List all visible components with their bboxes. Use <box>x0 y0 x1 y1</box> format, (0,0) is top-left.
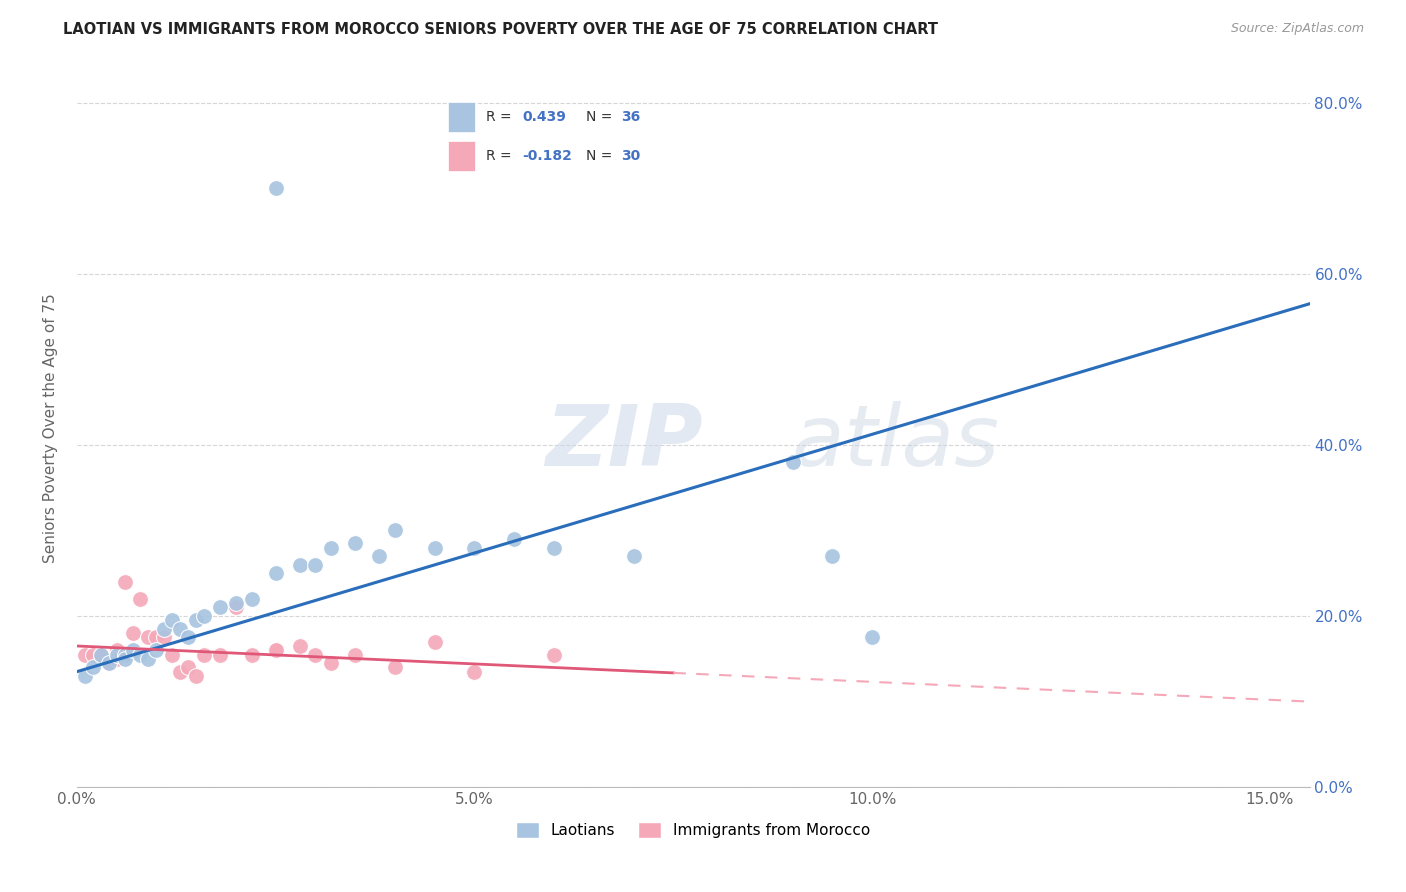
Point <box>225 600 247 615</box>
Point <box>384 660 406 674</box>
Point <box>138 631 160 645</box>
Point <box>463 541 485 555</box>
Point <box>321 541 343 555</box>
Point <box>82 648 104 662</box>
Point <box>344 536 367 550</box>
Point <box>304 648 326 662</box>
Point <box>121 643 143 657</box>
Point <box>208 600 231 615</box>
Legend: Laotians, Immigrants from Morocco: Laotians, Immigrants from Morocco <box>509 816 877 844</box>
Point <box>153 622 176 636</box>
Point <box>114 574 136 589</box>
Point <box>177 631 200 645</box>
Point <box>162 648 184 662</box>
Point <box>503 532 526 546</box>
Point <box>264 566 287 581</box>
Point <box>264 643 287 657</box>
Point <box>782 455 804 469</box>
Point <box>97 656 120 670</box>
Point <box>240 648 263 662</box>
Point <box>304 558 326 572</box>
Point <box>105 652 128 666</box>
Point <box>225 596 247 610</box>
Point <box>423 634 446 648</box>
Point <box>193 609 215 624</box>
Point <box>208 648 231 662</box>
Text: atlas: atlas <box>792 401 1000 483</box>
Point <box>264 181 287 195</box>
Point <box>860 631 883 645</box>
Point <box>288 639 311 653</box>
Text: Source: ZipAtlas.com: Source: ZipAtlas.com <box>1230 22 1364 36</box>
Point <box>186 669 208 683</box>
Y-axis label: Seniors Poverty Over the Age of 75: Seniors Poverty Over the Age of 75 <box>44 293 58 563</box>
Point <box>240 591 263 606</box>
Point <box>90 648 112 662</box>
Text: ZIP: ZIP <box>546 401 703 483</box>
Point <box>623 549 645 563</box>
Point <box>114 648 136 662</box>
Point <box>543 541 565 555</box>
Point <box>288 558 311 572</box>
Point <box>162 613 184 627</box>
Point <box>82 660 104 674</box>
Text: LAOTIAN VS IMMIGRANTS FROM MOROCCO SENIORS POVERTY OVER THE AGE OF 75 CORRELATIO: LAOTIAN VS IMMIGRANTS FROM MOROCCO SENIO… <box>63 22 938 37</box>
Point <box>90 648 112 662</box>
Point <box>193 648 215 662</box>
Point <box>543 648 565 662</box>
Point <box>384 524 406 538</box>
Point <box>321 656 343 670</box>
Point <box>97 656 120 670</box>
Point <box>114 652 136 666</box>
Point <box>264 643 287 657</box>
Point <box>121 626 143 640</box>
Point <box>821 549 844 563</box>
Point <box>177 660 200 674</box>
Point <box>145 631 167 645</box>
Point <box>129 591 152 606</box>
Point <box>153 631 176 645</box>
Point <box>105 643 128 657</box>
Point <box>169 665 191 679</box>
Point <box>105 648 128 662</box>
Point <box>145 643 167 657</box>
Point <box>344 648 367 662</box>
Point <box>423 541 446 555</box>
Point <box>73 669 96 683</box>
Point <box>368 549 391 563</box>
Point <box>169 622 191 636</box>
Point <box>138 652 160 666</box>
Point <box>129 648 152 662</box>
Point <box>186 613 208 627</box>
Point <box>463 665 485 679</box>
Point <box>73 648 96 662</box>
